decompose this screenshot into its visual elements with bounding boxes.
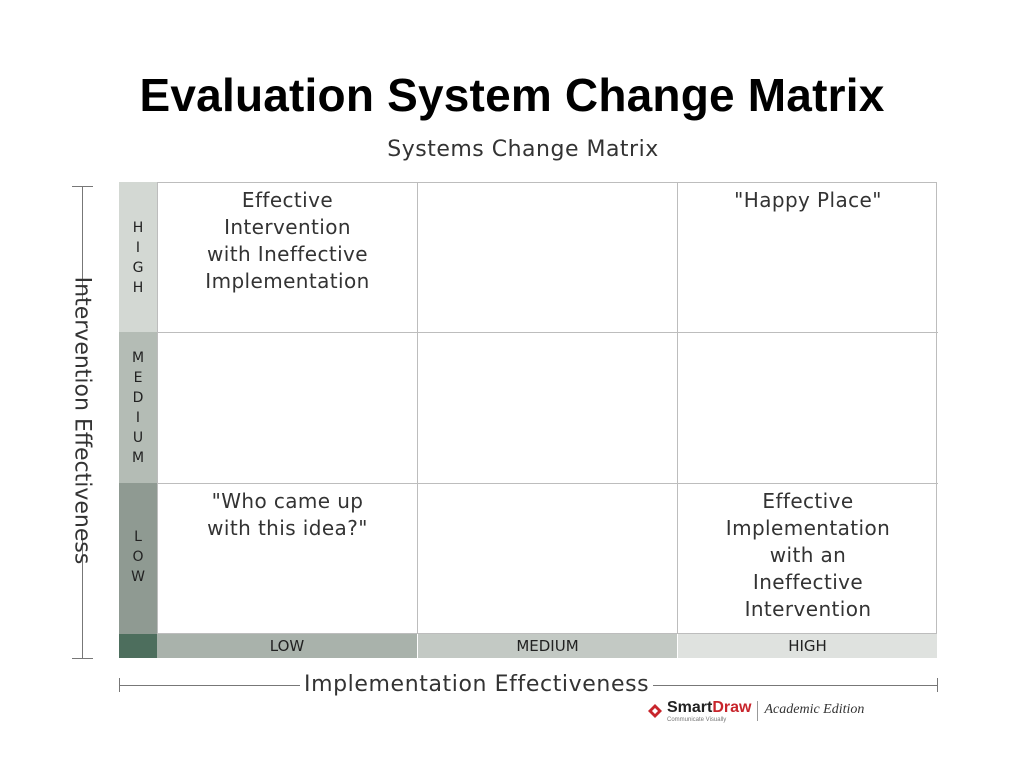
row-label-letter: G [132,260,144,276]
brand-tagline: Communicate Visually [667,717,727,723]
cell-high-low: Effective Intervention with Ineffective … [158,183,418,333]
matrix-grid: Effective Intervention with Ineffective … [157,182,938,635]
cell-medium-low [158,333,418,484]
y-axis-label-container: Intervention Effectiveness [62,276,102,564]
matrix-title: Systems Change Matrix [387,137,659,162]
row-label-letter: L [134,529,142,545]
brand-name-part1: Smart [667,699,713,716]
brand-text: SmartDraw Communicate Visually [667,699,751,724]
row-label-letter: H [132,280,144,296]
row-label-letter: D [132,390,144,406]
smartdraw-branding: SmartDraw Communicate Visually Academic … [647,699,864,725]
cell-low-low: "Who came up with this idea?" [158,484,418,635]
row-label-letter: I [135,410,141,426]
row-label-letter: H [132,220,144,236]
x-axis-cap-left [119,678,120,692]
row-label-letter: M [131,450,145,466]
y-axis-label: Intervention Effectiveness [69,276,95,564]
row-label-letter: M [131,350,145,366]
brand-separator [757,701,759,721]
corner-cell [119,634,157,658]
row-label-letter: E [133,370,143,386]
column-label-low: LOW [157,634,417,658]
cell-low-high: Effective Implementation with an Ineffec… [725,489,891,621]
y-axis-cap-bottom [72,658,93,659]
y-axis-cap-top [72,186,93,187]
cell-medium-medium [418,333,678,484]
column-label-high: HIGH [677,634,937,658]
brand-edition: Academic Edition [764,702,865,717]
column-label-medium: MEDIUM [417,634,677,658]
brand-name-part2: Draw [712,699,752,716]
cell-low-medium [418,484,678,635]
row-label-letter: I [135,240,141,256]
x-axis-label: Implementation Effectiveness [300,672,654,697]
cell-high-medium [418,183,678,333]
smartdraw-logo-icon [648,704,662,718]
cell-medium-high [678,333,938,484]
x-axis-cap-right [937,678,938,692]
brand-name: SmartDraw [667,699,751,717]
cell-high-high: "Happy Place" [678,183,938,333]
row-label-letter: O [132,549,144,565]
row-label-letter: U [132,430,144,446]
row-label-letter: W [131,569,145,585]
slide-title: Evaluation System Change Matrix [139,69,885,121]
